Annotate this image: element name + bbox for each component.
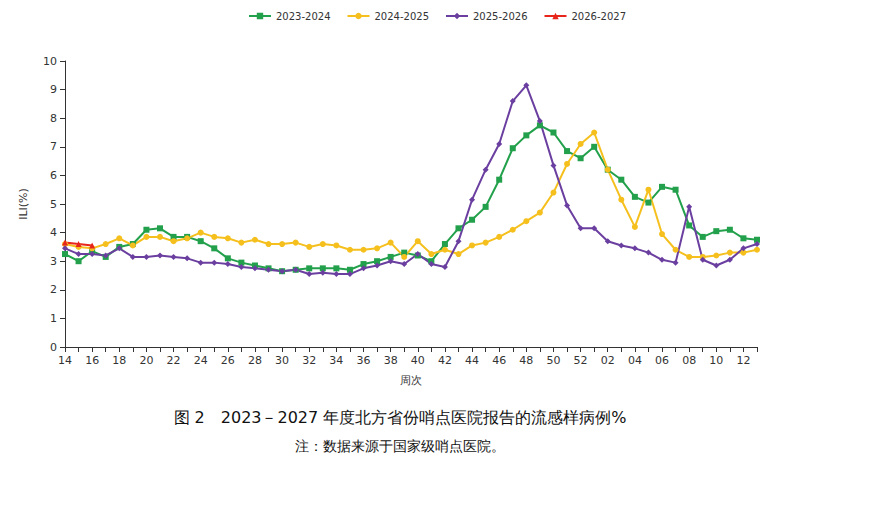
svg-text:36: 36	[357, 354, 371, 367]
svg-text:1: 1	[50, 312, 57, 325]
svg-text:38: 38	[384, 354, 398, 367]
svg-text:24: 24	[194, 354, 208, 367]
svg-text:2026-2027: 2026-2027	[572, 11, 627, 22]
svg-text:22: 22	[167, 354, 181, 367]
svg-text:16: 16	[85, 354, 99, 367]
svg-text:4: 4	[50, 226, 57, 239]
svg-text:26: 26	[221, 354, 235, 367]
svg-text:44: 44	[465, 354, 479, 367]
svg-text:50: 50	[546, 354, 560, 367]
svg-text:12: 12	[736, 354, 750, 367]
svg-text:3: 3	[50, 255, 57, 268]
svg-text:8: 8	[50, 112, 57, 125]
svg-text:20: 20	[139, 354, 153, 367]
svg-text:2: 2	[50, 283, 57, 296]
svg-text:30: 30	[275, 354, 289, 367]
svg-text:5: 5	[50, 198, 57, 211]
svg-text:周次: 周次	[400, 374, 422, 387]
svg-text:04: 04	[628, 354, 642, 367]
svg-text:2024-2025: 2024-2025	[374, 11, 429, 22]
svg-text:46: 46	[492, 354, 506, 367]
svg-text:图 2 2023－2027 年度北方省份哨点医院报告的流感样: 图 2 2023－2027 年度北方省份哨点医院报告的流感样病例%	[174, 408, 627, 427]
svg-text:34: 34	[329, 354, 343, 367]
svg-text:08: 08	[682, 354, 696, 367]
svg-text:40: 40	[411, 354, 425, 367]
svg-text:6: 6	[50, 169, 57, 182]
svg-text:28: 28	[248, 354, 262, 367]
svg-text:32: 32	[302, 354, 316, 367]
svg-text:42: 42	[438, 354, 452, 367]
svg-text:06: 06	[655, 354, 669, 367]
svg-text:48: 48	[519, 354, 533, 367]
svg-text:2023-2024: 2023-2024	[276, 11, 331, 22]
svg-text:02: 02	[601, 354, 615, 367]
svg-text:14: 14	[58, 354, 72, 367]
svg-text:注：数据来源于国家级哨点医院。: 注：数据来源于国家级哨点医院。	[295, 438, 505, 454]
svg-text:9: 9	[50, 83, 57, 96]
svg-text:ILI(%): ILI(%)	[17, 188, 30, 220]
svg-text:52: 52	[574, 354, 588, 367]
svg-text:2025-2026: 2025-2026	[473, 11, 528, 22]
svg-text:10: 10	[709, 354, 723, 367]
svg-text:10: 10	[43, 55, 57, 68]
svg-text:18: 18	[112, 354, 126, 367]
svg-text:7: 7	[50, 140, 57, 153]
svg-text:0: 0	[50, 341, 57, 354]
